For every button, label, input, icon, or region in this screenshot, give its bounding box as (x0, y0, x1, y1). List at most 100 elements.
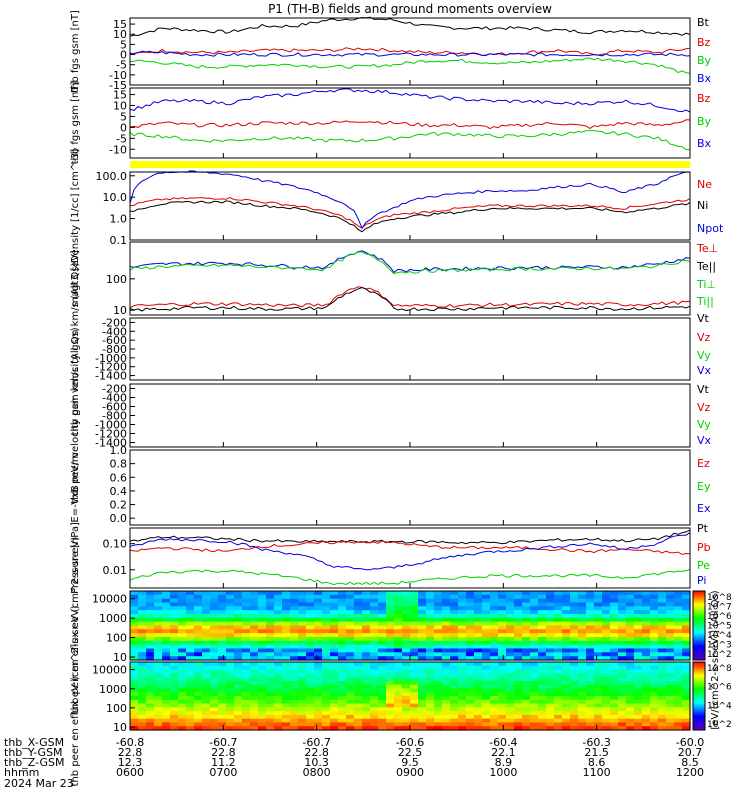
peir_spec-cell (330, 644, 339, 650)
peer_spec-cell (338, 692, 347, 697)
peer_spec-cell (474, 688, 483, 693)
peer_spec-cell (530, 711, 539, 716)
peir_spec-cell (338, 637, 347, 642)
peer_spec-cell (442, 722, 451, 727)
peir_spec-cell (426, 625, 435, 630)
peir_spec-cell (314, 598, 323, 604)
peer_spec-cell (138, 726, 147, 731)
peer_spec-cell (258, 707, 267, 712)
peir_vel-legend-Vy: Vy (697, 349, 711, 362)
peir_spec-cell (362, 610, 371, 615)
peer_spec-cell (426, 692, 435, 697)
peer_spec-cell (666, 711, 675, 716)
peer_spec-cell (170, 696, 179, 701)
peir_spec-cell (474, 652, 483, 657)
peir_spec-cell (266, 598, 275, 604)
peer_spec-cell (634, 718, 643, 724)
peir_spec-cell (178, 591, 187, 596)
peir_spec-cell (442, 617, 451, 623)
peir_spec-cell (466, 621, 475, 627)
peir_spec-cell (410, 621, 419, 627)
peir_spec-cell (298, 644, 307, 650)
peir_spec-cell (578, 652, 587, 657)
peer_spec-cell (378, 673, 387, 678)
peer_spec-cell (346, 680, 355, 686)
peer_spec-cell (458, 669, 467, 674)
peer_spec-cell (234, 692, 243, 697)
peer_spec-cell (274, 684, 283, 690)
peir_spec-cell (402, 617, 411, 623)
peer_spec-cell (154, 707, 163, 712)
peir_spec-cell (562, 633, 571, 638)
peer_spec-cell (338, 669, 347, 674)
peir_spec-cell (674, 633, 683, 638)
peir_spec-cell (194, 633, 203, 638)
peer_spec-cell (330, 662, 339, 667)
peer_spec-cell (402, 669, 411, 674)
peir_spec-cell (362, 621, 371, 627)
peer_spec-cell (426, 665, 435, 671)
peer_spec-cell (554, 680, 563, 686)
peir_spec-cell (322, 610, 331, 615)
peer_spec-cell (426, 707, 435, 712)
peer_spec-cell (402, 662, 411, 667)
peir_spec-cell (594, 594, 603, 600)
peir_spec-cell (434, 610, 443, 615)
axis-row-value: 8.6 (588, 756, 606, 769)
peer_spec-cell (458, 718, 467, 724)
peir_spec-cell (138, 617, 147, 623)
peer_spec-cell (522, 688, 531, 693)
peir_spec-cell (378, 629, 387, 634)
peir_spec-cell (394, 637, 403, 642)
peir_spec-cell (274, 606, 283, 611)
peir_spec-cell (658, 602, 667, 607)
peir_spec-cell (642, 644, 651, 650)
peer_spec-cell (250, 665, 259, 671)
axis-row-value: 22.8 (211, 746, 236, 759)
peir_spec-cell (538, 602, 547, 607)
peer_spec-cell (682, 722, 691, 727)
peir_spec-cell (546, 602, 555, 607)
peer_spec-cell (330, 711, 339, 716)
peer_spec-cell (346, 669, 355, 674)
peir_spec-cell (170, 644, 179, 650)
peer_spec-cell (266, 684, 275, 690)
pressure-legend-Pb: Pb (697, 541, 711, 554)
peir_spec-cell (642, 594, 651, 600)
peir_spec-cell (234, 640, 243, 646)
peir_spec-cell (506, 591, 515, 596)
peer_spec-cell (178, 669, 187, 674)
peer_spec-cell (274, 692, 283, 697)
peir_spec-cell (346, 598, 355, 604)
fgs_mag-series-Bx (129, 50, 691, 57)
peer_spec-cell (618, 692, 627, 697)
peir_spec-cell (130, 591, 139, 596)
peer_spec-cell (618, 677, 627, 682)
peer_spec-cell (186, 711, 195, 716)
peir_spec-cell (426, 644, 435, 650)
peir_spec-cell (274, 652, 283, 657)
peer_spec-cell (378, 662, 387, 667)
peir_spec-cell (442, 637, 451, 642)
peer_spec-cell (362, 718, 371, 724)
peir_spec-cell (458, 640, 467, 646)
peir_spec-cell (242, 614, 251, 619)
peer_spec-cell (282, 688, 291, 693)
peir_spec-cell (482, 637, 491, 642)
peir_spec-cell (650, 591, 659, 596)
peir_spec-cell (330, 652, 339, 657)
peir_spec-cell (322, 637, 331, 642)
fgs_mag-series-Bt (129, 16, 691, 37)
peer_spec-cell (458, 673, 467, 678)
peer_spec-cell (194, 699, 203, 705)
peer_spec-cell (658, 669, 667, 674)
peir_spec-cell (146, 598, 155, 604)
peir_spec-cell (466, 594, 475, 600)
peir_spec-cell (210, 606, 219, 611)
peer_spec-cell (474, 696, 483, 701)
peir_spec-cell (154, 598, 163, 604)
peir_spec-cell (354, 591, 363, 596)
peir_spec-cell (378, 610, 387, 615)
peer_spec-cell (498, 707, 507, 712)
peer_spec-cell (490, 722, 499, 727)
